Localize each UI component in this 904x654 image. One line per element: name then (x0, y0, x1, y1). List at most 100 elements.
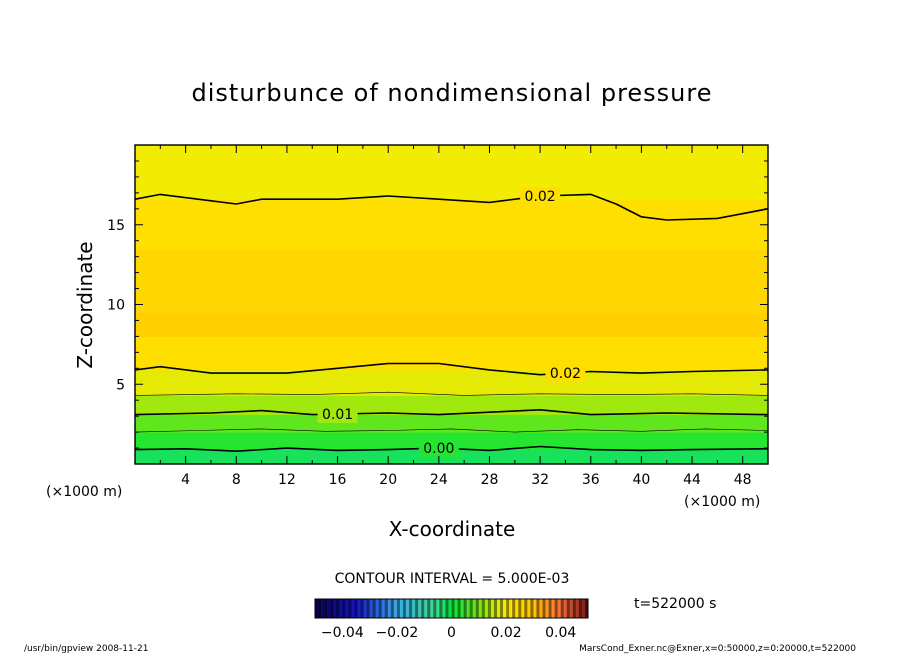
colorbar-cell (506, 599, 510, 618)
color-band-9 (135, 145, 768, 200)
colorbar-cell (336, 599, 340, 618)
colorbar-cell (481, 599, 486, 618)
footer-right: MarsCond_Exner.nc@Exner,x=0:50000,z=0:20… (579, 644, 856, 654)
x-tick-label: 32 (531, 472, 549, 488)
colorbar-cell (493, 599, 498, 618)
colorbar-cell (500, 599, 504, 618)
contour-labels: 0.00 0.01 0.02 0.02 (317, 187, 586, 458)
colorbar-cell (490, 599, 495, 618)
contour-line-5 (134, 193, 769, 221)
colorbar-cell (503, 599, 507, 618)
colorbar-cell (318, 599, 322, 618)
colorbar-cell (357, 599, 361, 618)
colorbar-cell (342, 599, 346, 618)
contour-label-bg-5 (520, 187, 561, 206)
colorbar-cell (451, 599, 455, 618)
colorbar-cell (427, 599, 431, 618)
colorbar-cell (345, 599, 349, 618)
colorbar-cell (530, 599, 534, 618)
footer-left: /usr/bin/gpview 2008-11-21 (24, 644, 148, 654)
colorbar-cell (430, 599, 434, 618)
colorbar-cell (399, 599, 404, 618)
colorbar-cell (378, 599, 383, 618)
colorbar-cell (560, 599, 565, 618)
contour-line-2 (134, 408, 769, 416)
contour-label-bg-2 (317, 405, 358, 424)
colorbar-labels: −0.04 −0.02 0 0.02 0.04 (321, 625, 577, 641)
colorbar-cell (584, 599, 589, 618)
x-tick-label: 36 (582, 472, 600, 488)
x-tick-label: 40 (632, 472, 650, 488)
x-tick-label: 4 (181, 472, 190, 488)
colorbar-cell (533, 599, 537, 618)
contour-label-0: 0.00 (423, 441, 454, 457)
colorbar-cell (524, 599, 528, 618)
x-tick-label: 24 (430, 472, 448, 488)
colorbar-label: −0.04 (321, 625, 364, 641)
colorbar-cell (436, 599, 440, 618)
colorbar-label: −0.02 (375, 625, 418, 641)
colorbar-cell (393, 599, 398, 618)
color-band-2 (135, 414, 768, 433)
x-tick-label: 48 (734, 472, 752, 488)
colorbar-cell (363, 599, 367, 618)
x-axis-title: X-coordinate (389, 517, 516, 541)
colorbar-cell (421, 599, 425, 618)
colorbar-cell (387, 599, 392, 618)
colorbar-cell (442, 599, 446, 618)
colorbar-label: 0.04 (545, 625, 576, 641)
colorbar-cell (466, 599, 470, 618)
colorbar-cell (518, 599, 522, 618)
contour-label-bg-4 (545, 364, 586, 383)
colorbar-cell (406, 599, 410, 618)
colorbar-cell (402, 599, 407, 618)
colorbar-cell (439, 599, 443, 618)
color-band-6 (135, 312, 768, 337)
colorbar-cell (487, 599, 492, 618)
x-tick-label: 8 (232, 472, 241, 488)
colorbar-cell (575, 599, 580, 618)
colorbar-cell (542, 599, 546, 618)
x-tick-label: 16 (329, 472, 347, 488)
colorbar-cell (409, 599, 413, 618)
colorbar-cell (360, 599, 364, 618)
colorbar-cell (515, 599, 519, 618)
colorbar-cell (384, 599, 389, 618)
contour-line-3 (134, 391, 769, 396)
x-unit-left: (×1000 m) (46, 484, 122, 500)
colorbar-cell (321, 599, 325, 618)
colorbar-cell (554, 599, 558, 618)
colorbar-cell (497, 599, 501, 618)
contour-line-4 (134, 362, 769, 376)
colorbar-cell (557, 599, 561, 618)
color-band-3 (135, 395, 768, 416)
colorbar-border (314, 598, 589, 619)
time-label: t=522000 s (634, 596, 716, 612)
colorbar-cell (475, 599, 480, 618)
colorbar-cell (578, 599, 583, 618)
colorbar-label: 0 (447, 625, 456, 641)
colorbar-cell (412, 599, 416, 618)
y-tick-label: 5 (116, 377, 125, 393)
colorbar-cell (521, 599, 525, 618)
colorbar-cell (509, 599, 513, 618)
x-tick-label: 28 (481, 472, 499, 488)
chart-title: disturbunce of nondimensional pressure (192, 79, 713, 107)
colorbar-cell (581, 599, 586, 618)
colorbar-cell (563, 599, 568, 618)
colorbar-cell (366, 599, 370, 618)
x-axis-ticks: 4 8 12 16 20 24 28 32 36 40 44 48 (134, 145, 769, 488)
colorbar-cell (545, 599, 549, 618)
x-tick-label: 20 (379, 472, 397, 488)
colorbar-cell (396, 599, 401, 618)
colorbar-cell (569, 599, 574, 618)
colorbar-cell (381, 599, 386, 618)
colorbar-cell (445, 599, 449, 618)
colorbar-cell (469, 599, 474, 618)
contour-label-4: 0.02 (550, 366, 581, 382)
colorbar-cell (527, 599, 531, 618)
colorbar-cell (536, 599, 540, 618)
contour-label-2: 0.01 (322, 407, 353, 423)
contour-label-5: 0.02 (525, 189, 556, 205)
contour-label-bg-0 (418, 439, 459, 458)
